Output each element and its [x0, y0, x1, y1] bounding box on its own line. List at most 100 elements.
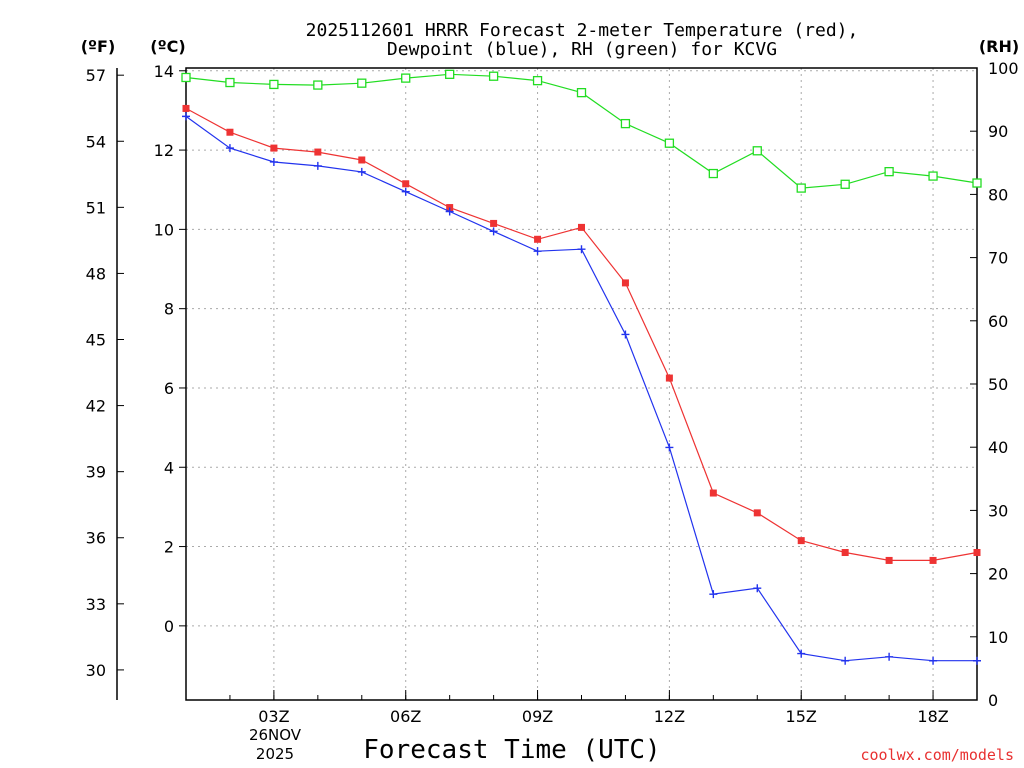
dewpoint-point: [753, 584, 762, 593]
dewpoint-point: [621, 330, 630, 339]
rh-point: [708, 168, 718, 179]
fahrenheit-tick-label: 48: [86, 264, 106, 283]
rh-point: [752, 146, 762, 156]
temperature-point: [797, 537, 805, 545]
temperature-point: [358, 156, 366, 164]
rh-point: [884, 166, 894, 177]
grid-lines: [186, 68, 977, 700]
fahrenheit-tick-label: 36: [86, 529, 106, 548]
chart-title-line1: 2025112601 HRRR Forecast 2-meter Tempera…: [306, 20, 859, 41]
fahrenheit-tick-label: 33: [86, 595, 106, 614]
dewpoint-point: [929, 656, 938, 665]
rh-tick-label: 50: [988, 375, 1008, 394]
temperature-point: [665, 374, 673, 382]
rh-point: [269, 79, 279, 90]
rh-tick-label: 90: [988, 122, 1008, 141]
rh-tick-label: 60: [988, 312, 1008, 331]
dewpoint-point: [401, 187, 410, 196]
temperature-point: [578, 223, 585, 231]
rh-point: [401, 73, 411, 83]
rh-tick-label: 20: [988, 565, 1008, 584]
rh-point: [357, 78, 367, 88]
rh-point: [972, 178, 982, 188]
temperature-point: [973, 549, 981, 557]
dewpoint-point: [973, 656, 981, 665]
celsius-tick-label: 14: [154, 62, 174, 81]
dewpoint-point: [225, 144, 234, 153]
dewpoint-point: [841, 656, 850, 665]
temperature-point: [929, 556, 937, 564]
temperature-point: [753, 509, 761, 517]
rh-point: [620, 118, 631, 129]
dewpoint-point: [885, 652, 894, 661]
dewpoint-point: [182, 112, 190, 121]
rh-unit-label: (RH): [979, 37, 1019, 56]
rh-point: [796, 183, 806, 193]
dewpoint-point: [313, 161, 322, 170]
rh-tick-label: 70: [988, 249, 1008, 268]
watermark-text: coolwx.com/models: [860, 746, 1014, 764]
date-label-line2: 2025: [256, 745, 294, 763]
fahrenheit-tick-label: 39: [86, 463, 106, 482]
temperature-point: [226, 128, 234, 136]
celsius-tick-label: 2: [164, 538, 174, 557]
rh-point: [181, 72, 191, 83]
x-tick-label: 15Z: [786, 707, 817, 726]
fahrenheit-unit-label: (ºF): [81, 37, 116, 56]
celsius-unit-label: (ºC): [150, 37, 185, 56]
rh-point: [225, 77, 235, 88]
fahrenheit-tick-label: 57: [86, 66, 106, 85]
rh-tick-label: 100: [988, 59, 1019, 78]
temperature-point: [490, 219, 498, 227]
rh-tick-label: 30: [988, 501, 1008, 520]
rh-point: [928, 171, 938, 181]
temperature-point: [402, 180, 410, 188]
x-tick-label: 06Z: [390, 707, 421, 726]
rh-point: [445, 69, 455, 79]
temperature-point: [621, 279, 629, 287]
dewpoint-point: [709, 590, 718, 599]
dewpoint-line: [185, 115, 977, 662]
dewpoint-point: [577, 245, 586, 254]
fahrenheit-tick-label: 42: [86, 397, 106, 416]
x-tick-label: 09Z: [522, 707, 553, 726]
series-layer: [181, 69, 982, 665]
temperature-point: [885, 556, 893, 564]
rh-point: [664, 138, 675, 148]
dewpoint-point: [665, 443, 674, 452]
x-tick-label: 18Z: [917, 707, 948, 726]
x-tick-label: 12Z: [654, 707, 685, 726]
chart-title-line2: Dewpoint (blue), RH (green) for KCVG: [387, 39, 777, 60]
rh-tick-label: 80: [988, 185, 1008, 204]
temperature-point: [270, 144, 278, 152]
celsius-tick-label: 0: [164, 617, 174, 636]
rh-tick-label: 10: [988, 628, 1008, 647]
celsius-tick-label: 6: [164, 379, 174, 398]
fahrenheit-tick-label: 54: [86, 132, 106, 151]
axes-layer: 0 2 4 6 8 10 12 14 30 33 36 39 42 45 48 51 54 57 0 10 20 30 40…: [86, 59, 1019, 726]
fahrenheit-tick-label: 51: [86, 198, 106, 217]
temperature-point: [709, 489, 717, 497]
rh-tick-label: 0: [988, 691, 998, 710]
fahrenheit-tick-label: 30: [86, 661, 106, 680]
dewpoint-point: [533, 247, 542, 256]
temperature-point: [841, 549, 849, 557]
celsius-tick-label: 12: [154, 141, 174, 160]
dewpoint-point: [445, 207, 454, 216]
rh-point: [576, 87, 587, 98]
dewpoint-point: [797, 649, 806, 658]
temperature-point: [534, 235, 542, 243]
rh-point: [840, 179, 850, 189]
rh-point: [488, 71, 499, 81]
plot-frame: [185, 67, 978, 701]
x-tick-label: 03Z: [258, 707, 289, 726]
celsius-tick-label: 10: [154, 220, 174, 239]
celsius-tick-label: 4: [164, 458, 174, 477]
temperature-point: [314, 148, 322, 156]
dewpoint-point: [357, 167, 366, 176]
rh-tick-label: 40: [988, 438, 1008, 457]
rh-point: [532, 75, 543, 86]
dewpoint-point: [489, 227, 498, 236]
temperature-line: [185, 107, 978, 562]
